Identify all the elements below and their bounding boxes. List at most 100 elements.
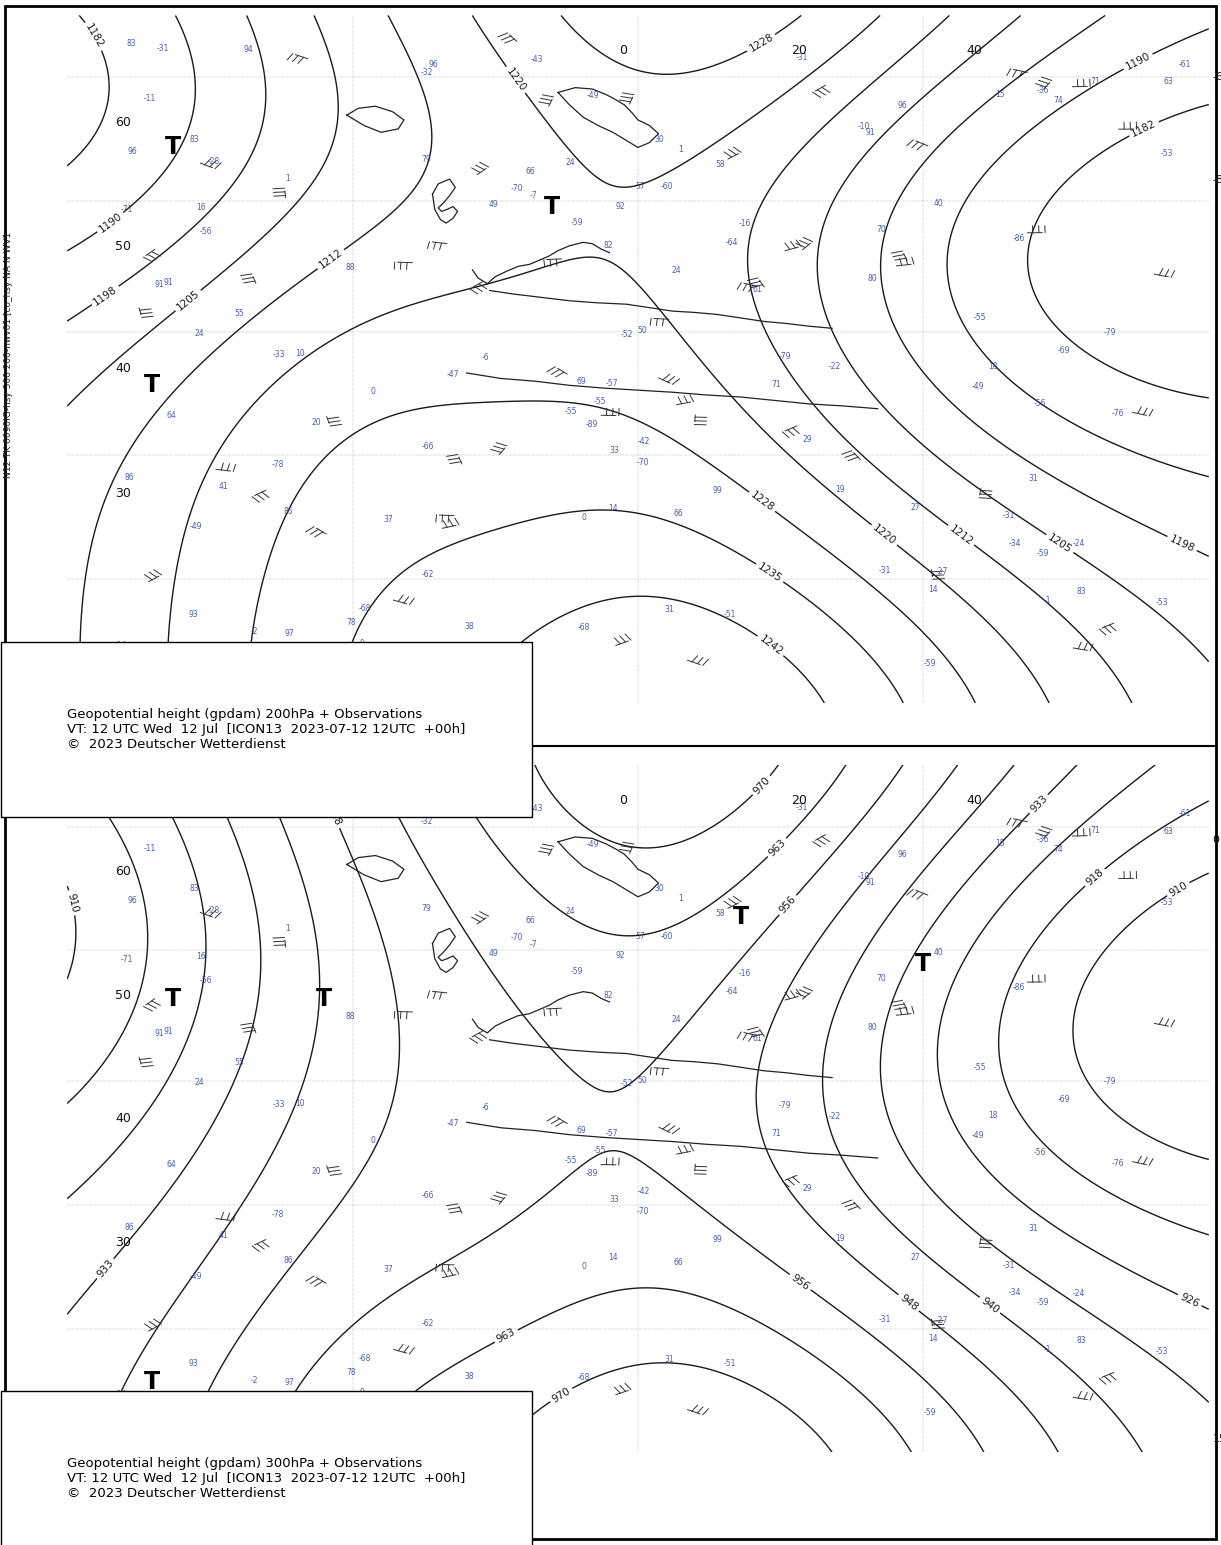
Text: 71: 71 bbox=[1090, 827, 1100, 836]
Text: 31: 31 bbox=[664, 606, 674, 615]
Text: 66: 66 bbox=[673, 1258, 683, 1267]
Text: 963: 963 bbox=[496, 1327, 518, 1346]
Text: -24: -24 bbox=[1072, 1289, 1085, 1298]
Text: 926: 926 bbox=[1178, 1292, 1200, 1309]
Text: Geopotential height (gpdam) 200hPa + Observations
VT: 12 UTC Wed  12 Jul  [ICON1: Geopotential height (gpdam) 200hPa + Obs… bbox=[67, 708, 465, 751]
Text: -59: -59 bbox=[923, 660, 937, 667]
Text: 933: 933 bbox=[1028, 793, 1049, 814]
Text: 31: 31 bbox=[1028, 474, 1038, 484]
Text: 91: 91 bbox=[154, 280, 164, 289]
Text: -70: -70 bbox=[512, 933, 524, 942]
Text: -43: -43 bbox=[531, 56, 543, 63]
Text: 40: 40 bbox=[967, 45, 983, 57]
Text: -31: -31 bbox=[156, 794, 170, 803]
Text: 60: 60 bbox=[115, 116, 131, 128]
Text: -31: -31 bbox=[1002, 1261, 1015, 1270]
Text: -1: -1 bbox=[1044, 1344, 1051, 1353]
Text: 926: 926 bbox=[142, 768, 161, 789]
Text: 64: 64 bbox=[167, 411, 177, 420]
Text: -53: -53 bbox=[1160, 899, 1173, 907]
Text: 50: 50 bbox=[637, 1075, 647, 1085]
Text: 63: 63 bbox=[1164, 77, 1173, 87]
Text: -11: -11 bbox=[143, 94, 155, 104]
Text: 0: 0 bbox=[370, 1136, 375, 1145]
Text: 80: 80 bbox=[867, 1023, 877, 1032]
Text: 71: 71 bbox=[1090, 77, 1100, 87]
Text: 1182: 1182 bbox=[83, 22, 105, 49]
Text: -31: -31 bbox=[1002, 511, 1015, 521]
Text: -53: -53 bbox=[1160, 150, 1173, 158]
Text: 78: 78 bbox=[347, 1367, 355, 1377]
Text: 97: 97 bbox=[284, 629, 294, 638]
Text: T: T bbox=[916, 952, 932, 976]
Text: -61: -61 bbox=[1178, 810, 1192, 819]
Text: -49: -49 bbox=[972, 1131, 984, 1140]
Text: 61: 61 bbox=[752, 284, 762, 294]
Text: -55: -55 bbox=[593, 397, 607, 406]
Text: 933: 933 bbox=[95, 1258, 116, 1279]
Text: 1198: 1198 bbox=[92, 284, 120, 307]
Text: 96: 96 bbox=[897, 850, 907, 859]
Text: -59: -59 bbox=[923, 1409, 937, 1417]
Text: 66: 66 bbox=[525, 167, 535, 176]
Text: -52: -52 bbox=[620, 329, 632, 338]
Text: 96: 96 bbox=[429, 810, 438, 819]
Text: 1182: 1182 bbox=[1129, 119, 1158, 139]
Text: 20: 20 bbox=[791, 794, 807, 806]
Text: -53: -53 bbox=[1155, 1347, 1167, 1357]
Text: -70: -70 bbox=[512, 184, 524, 193]
Text: 71: 71 bbox=[772, 1129, 781, 1139]
Text: 18: 18 bbox=[988, 1111, 998, 1120]
Text: -42: -42 bbox=[637, 437, 650, 447]
Text: -49: -49 bbox=[189, 1272, 203, 1281]
Text: 86: 86 bbox=[125, 473, 134, 482]
Text: -27: -27 bbox=[935, 567, 947, 576]
Text: 1242: 1242 bbox=[757, 633, 784, 658]
Text: 82: 82 bbox=[603, 241, 613, 250]
Text: -66: -66 bbox=[421, 442, 435, 451]
Text: -59: -59 bbox=[571, 218, 584, 227]
Text: 18: 18 bbox=[988, 362, 998, 371]
Text: -59: -59 bbox=[1037, 548, 1049, 558]
Text: -59: -59 bbox=[1037, 1298, 1049, 1307]
Text: -34: -34 bbox=[1009, 539, 1022, 548]
Text: -28: -28 bbox=[208, 905, 220, 915]
Text: T: T bbox=[165, 987, 182, 1010]
Text: 1228: 1228 bbox=[748, 490, 775, 513]
Text: 1198: 1198 bbox=[1168, 533, 1197, 553]
Text: 970: 970 bbox=[551, 1386, 573, 1404]
Text: 82: 82 bbox=[603, 990, 613, 1000]
Text: -69: -69 bbox=[1057, 1095, 1070, 1105]
Text: 83: 83 bbox=[189, 134, 199, 144]
Text: 956: 956 bbox=[789, 1272, 811, 1292]
Text: -76: -76 bbox=[1112, 409, 1125, 419]
Text: 91: 91 bbox=[164, 1027, 173, 1037]
Text: -31: -31 bbox=[795, 54, 807, 62]
Text: 30: 30 bbox=[654, 134, 664, 144]
Text: 50: 50 bbox=[637, 326, 647, 335]
Text: -8: -8 bbox=[1212, 176, 1221, 185]
Text: Geopotential height (gpdam) 300hPa + Observations
VT: 12 UTC Wed  12 Jul  [ICON1: Geopotential height (gpdam) 300hPa + Obs… bbox=[67, 1457, 465, 1500]
Text: -31: -31 bbox=[879, 565, 891, 575]
Text: 910: 910 bbox=[65, 891, 79, 913]
Text: -28: -28 bbox=[208, 156, 220, 165]
Text: 1220: 1220 bbox=[871, 522, 897, 547]
Text: -79: -79 bbox=[779, 1102, 791, 1111]
Text: 66: 66 bbox=[673, 508, 683, 518]
Text: -69: -69 bbox=[1057, 346, 1070, 355]
Text: -43: -43 bbox=[531, 805, 543, 813]
Text: -68: -68 bbox=[578, 623, 590, 632]
Text: 63: 63 bbox=[1164, 827, 1173, 836]
Text: 93: 93 bbox=[188, 1360, 198, 1367]
Text: 69: 69 bbox=[576, 1126, 586, 1136]
Text: -71: -71 bbox=[121, 955, 133, 964]
Text: -57: -57 bbox=[606, 1128, 618, 1137]
Text: 30: 30 bbox=[115, 1236, 131, 1248]
Text: 88: 88 bbox=[346, 263, 355, 272]
Text: 92: 92 bbox=[615, 952, 625, 959]
Text: -56: -56 bbox=[1033, 1148, 1046, 1157]
Text: 37: 37 bbox=[383, 516, 393, 524]
Text: T: T bbox=[316, 987, 332, 1010]
Text: -64: -64 bbox=[725, 987, 739, 997]
Text: 20: 20 bbox=[311, 1168, 321, 1176]
